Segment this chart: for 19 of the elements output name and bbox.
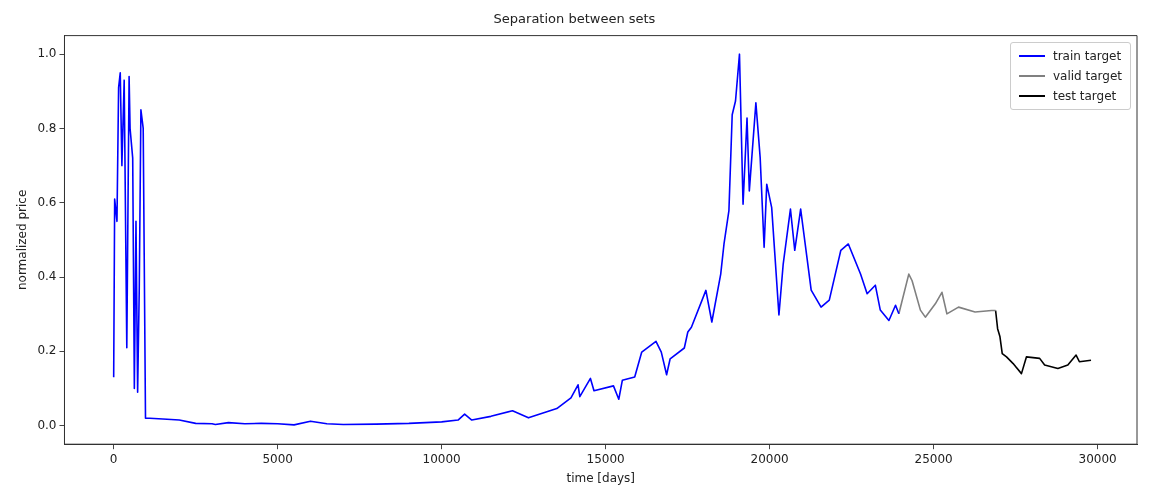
legend-label: valid target: [1052, 67, 1122, 85]
y-tick-label: 0.4: [37, 269, 57, 284]
x-tick-label: 5000: [262, 451, 293, 466]
y-axis-title: normalized price: [15, 189, 30, 291]
y-tick-label: 0.8: [37, 120, 57, 135]
legend-label: train target: [1052, 47, 1122, 65]
y-tick-label: 0.2: [37, 343, 57, 358]
y-tick-label: 0.0: [37, 417, 57, 432]
x-tick-label: 10000: [422, 451, 461, 466]
x-tick-label: 25000: [914, 451, 953, 466]
x-tick-label: 20000: [750, 451, 789, 466]
x-axis-title: time [days]: [566, 470, 636, 485]
x-tick-label: 15000: [586, 451, 625, 466]
x-tick-label: 0: [109, 451, 118, 466]
x-tick-label: 30000: [1078, 451, 1117, 466]
chart-title: Separation between sets: [493, 11, 656, 27]
y-tick-label: 0.6: [37, 194, 57, 209]
y-tick-label: 1.0: [37, 46, 57, 61]
legend-label: test target: [1052, 87, 1117, 105]
